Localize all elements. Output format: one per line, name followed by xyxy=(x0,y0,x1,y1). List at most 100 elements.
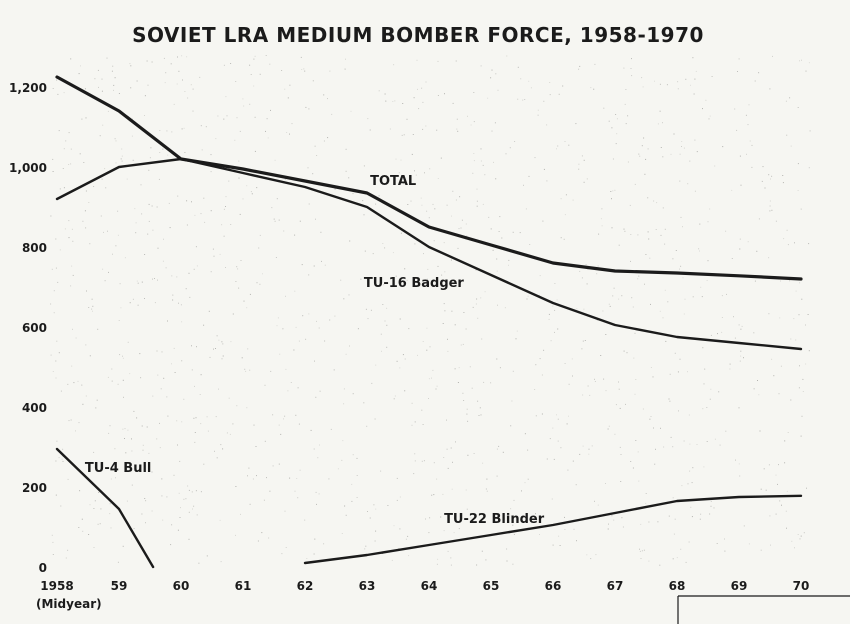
texture-dot xyxy=(203,197,205,199)
texture-dot xyxy=(102,268,104,270)
texture-dot xyxy=(131,450,133,452)
texture-dot xyxy=(687,483,689,485)
texture-dot xyxy=(427,281,429,282)
texture-dot xyxy=(253,85,255,87)
texture-dot xyxy=(668,398,670,400)
texture-dot xyxy=(630,461,632,462)
texture-dot xyxy=(534,389,536,390)
texture-dot xyxy=(343,403,345,405)
texture-dot xyxy=(217,115,219,117)
texture-dot xyxy=(422,341,424,342)
texture-dot xyxy=(795,290,797,292)
texture-dot xyxy=(424,172,425,174)
texture-dot xyxy=(641,77,643,79)
texture-dot xyxy=(760,549,762,551)
texture-dot xyxy=(433,494,435,496)
texture-dot xyxy=(738,407,740,409)
texture-dot xyxy=(185,288,187,290)
texture-dot xyxy=(294,490,296,492)
texture-dot xyxy=(444,310,446,312)
texture-dot xyxy=(701,296,703,298)
texture-dot xyxy=(277,317,279,319)
texture-dot xyxy=(624,103,626,105)
texture-dot xyxy=(447,550,449,552)
texture-dot xyxy=(421,204,423,206)
texture-dot xyxy=(589,394,591,396)
texture-dot xyxy=(67,549,69,551)
texture-dot xyxy=(247,475,248,477)
texture-dot xyxy=(789,280,791,282)
texture-dot xyxy=(494,122,496,124)
texture-dot xyxy=(491,69,493,71)
texture-dot xyxy=(352,393,354,395)
texture-dot xyxy=(443,303,445,305)
texture-dot xyxy=(473,92,475,93)
texture-dot xyxy=(331,113,333,115)
texture-dot xyxy=(97,328,99,330)
texture-dot xyxy=(603,378,605,380)
texture-dot xyxy=(163,377,165,379)
texture-dot xyxy=(421,460,423,462)
texture-dot xyxy=(653,200,655,202)
texture-dot xyxy=(761,180,763,182)
texture-dot xyxy=(466,235,468,237)
texture-dot xyxy=(306,558,308,559)
texture-dot xyxy=(141,513,143,515)
texture-dot xyxy=(170,63,172,65)
texture-dot xyxy=(209,356,211,358)
texture-dot xyxy=(55,360,57,362)
texture-dot xyxy=(568,144,570,146)
texture-dot xyxy=(226,115,228,117)
texture-dot xyxy=(115,477,116,479)
texture-dot xyxy=(58,352,60,354)
texture-dot xyxy=(455,60,457,62)
texture-dot xyxy=(460,344,462,346)
texture-dot xyxy=(512,563,514,565)
texture-dot xyxy=(159,130,161,131)
texture-dot xyxy=(243,300,245,302)
texture-dot xyxy=(386,307,388,309)
texture-dot xyxy=(691,482,693,484)
texture-dot xyxy=(748,104,750,106)
texture-dot xyxy=(525,208,527,210)
texture-dot xyxy=(308,203,310,205)
texture-dot xyxy=(364,548,366,550)
texture-dot xyxy=(785,510,787,512)
texture-dot xyxy=(365,308,367,310)
texture-dot xyxy=(173,474,175,476)
texture-dot xyxy=(168,202,170,204)
texture-dot xyxy=(412,134,414,135)
texture-dot xyxy=(254,116,256,118)
texture-dot xyxy=(506,560,508,562)
texture-dot xyxy=(512,524,514,526)
texture-dot xyxy=(790,338,792,340)
series-label-tu-22-blinder: TU-22 Blinder xyxy=(444,512,545,527)
texture-dot xyxy=(546,180,548,182)
texture-dot xyxy=(68,164,70,165)
texture-dot xyxy=(643,137,645,139)
texture-dot xyxy=(608,425,610,427)
texture-dot xyxy=(578,163,580,165)
texture-dot xyxy=(98,86,99,88)
texture-dot xyxy=(184,91,186,92)
texture-dot xyxy=(639,550,641,552)
texture-dot xyxy=(779,500,781,502)
texture-dot xyxy=(437,558,439,560)
texture-dot xyxy=(568,415,569,417)
texture-dot xyxy=(513,534,515,535)
texture-dot xyxy=(631,58,632,60)
texture-dot xyxy=(316,155,318,156)
texture-dot xyxy=(105,187,107,189)
texture-dot xyxy=(626,352,628,354)
texture-dot xyxy=(640,523,642,525)
texture-dot xyxy=(476,298,478,300)
texture-dot xyxy=(699,250,700,252)
texture-dot xyxy=(527,295,529,297)
texture-dot xyxy=(687,371,688,373)
texture-dot xyxy=(759,430,761,432)
series-line-tu-16-badger xyxy=(55,157,803,351)
texture-dot xyxy=(219,519,221,521)
texture-dot xyxy=(535,415,537,417)
texture-dot xyxy=(790,145,792,147)
texture-dot xyxy=(345,514,347,516)
